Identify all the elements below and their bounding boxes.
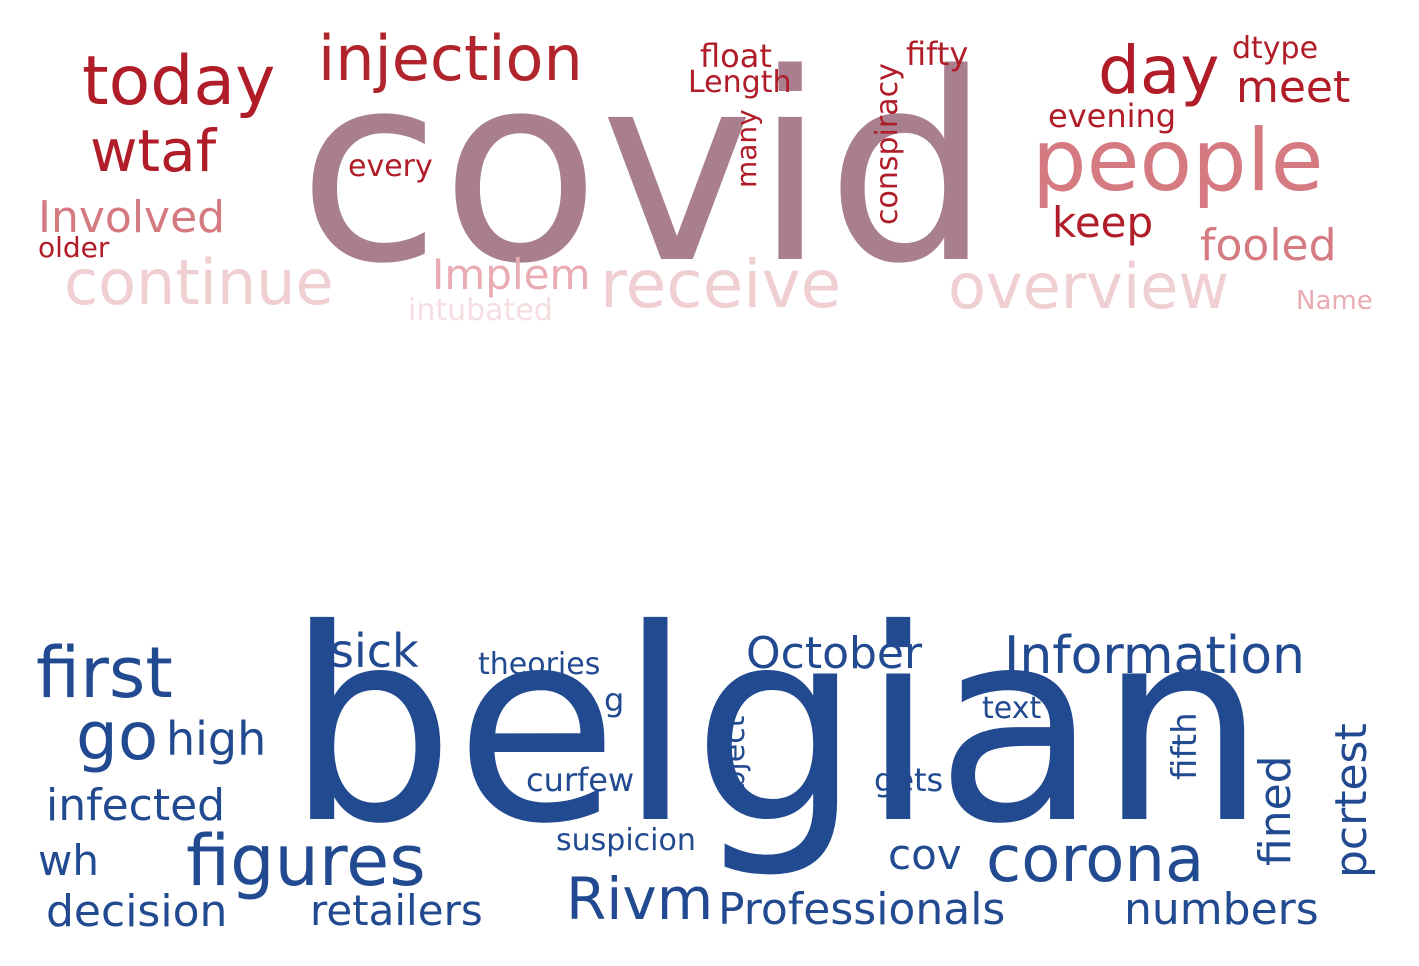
word-day: day [1098,32,1220,109]
word-gets: gets [874,761,944,799]
word-name: Name [1296,286,1373,316]
word-corona: corona [986,823,1205,897]
word-covid: covid [298,19,992,321]
word-infected: infected [46,780,226,831]
word-suspicion: suspicion [556,823,696,858]
word-meet: meet [1236,62,1351,113]
word-older: older [38,231,110,264]
word-belgian: belgian [286,572,1267,882]
word-implem: Implem [432,250,591,299]
word-curfew: curfew [526,761,635,799]
word-receive: receive [600,246,842,323]
word-length: Length [688,65,792,100]
word-professionals: Professionals [718,884,1006,935]
word-every: every [348,149,433,184]
red-word-cloud: covid people injection today day wtaf me… [0,0,1419,340]
word-dtype: dtype [1232,31,1319,66]
word-many: many [730,109,763,188]
word-overview: overview [948,250,1230,323]
word-involved: Involved [38,192,226,243]
word-decision: decision [46,886,228,937]
word-continue: continue [64,246,334,319]
word-intubated: intubated [408,293,553,328]
word-fooled: fooled [1200,220,1337,271]
word-injection: injection [318,22,583,95]
word-figures: figures [186,820,426,902]
word-people: people [1032,111,1324,211]
word-high: high [166,712,267,766]
word-object: object [717,715,752,808]
word-keep: keep [1052,198,1154,247]
word-october: October [746,628,923,679]
word-today: today [82,42,276,121]
word-g: g [604,681,625,719]
word-float: float [700,37,772,75]
word-theories: theories [478,647,601,682]
blue-word-cloud: belgian first sick theories October Info… [0,594,1419,966]
word-evening: evening [1048,97,1177,135]
word-retailers: retailers [310,886,483,935]
word-sick: sick [330,624,419,678]
word-fifth: fifth [1165,712,1205,780]
word-fined: fined [1250,755,1301,866]
word-numbers: numbers [1124,884,1319,935]
word-wtaf: wtaf [90,117,217,185]
word-rivm: Rivm [566,865,714,933]
word-conspiracy: conspiracy [870,63,905,225]
word-pcrtest: pcrtest [1326,723,1377,878]
word-text: text [982,691,1042,726]
word-go: go [76,698,159,775]
word-information: Information [1004,626,1306,686]
word-wh: wh [38,836,99,885]
word-fifty: fifty [906,35,969,73]
word-first: first [36,632,173,714]
word-cov: cov [888,830,962,879]
